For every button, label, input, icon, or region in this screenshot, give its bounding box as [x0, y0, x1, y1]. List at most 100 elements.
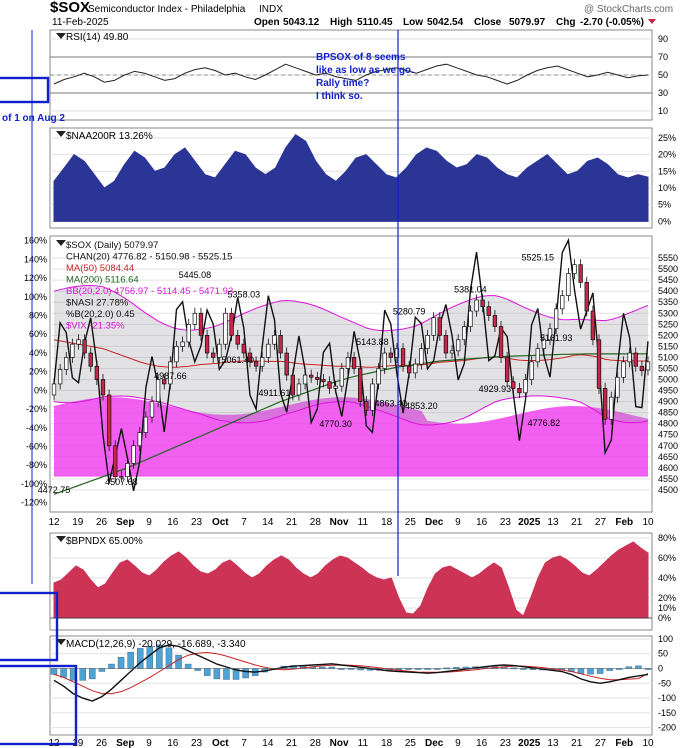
- macd-histogram-bar: [194, 668, 201, 671]
- candle-body: [566, 273, 571, 296]
- xaxis-price-label: 27: [595, 517, 607, 528]
- candle-body: [523, 379, 528, 394]
- candle-body: [382, 352, 387, 369]
- xaxis-bottom-label: 9: [455, 738, 461, 748]
- y-tick-label-rsi: 30: [658, 88, 668, 98]
- y-tick-label-bpndx: 40%: [658, 573, 676, 583]
- left-tick-label: 160%: [24, 236, 47, 246]
- candle-body: [131, 445, 136, 464]
- xaxis-bottom-label: 23: [191, 738, 203, 748]
- left-tick-label: -100%: [21, 479, 47, 489]
- macd-histogram-bar: [79, 668, 86, 681]
- left-tick-label: -80%: [26, 460, 47, 470]
- candle-body: [302, 374, 308, 385]
- macd-line: [53, 644, 649, 702]
- macd-histogram-bar: [60, 668, 67, 678]
- candle-body: [272, 335, 277, 345]
- xaxis-bottom-label: Feb: [615, 738, 633, 748]
- y-tick-label-price: 4600: [658, 463, 678, 473]
- bollinger-lower-line: [53, 395, 649, 426]
- candle-body: [327, 381, 332, 389]
- candle-body: [609, 396, 614, 420]
- candle-body: [578, 264, 583, 283]
- candle-body: [211, 352, 216, 358]
- xaxis-price-label: 23: [500, 517, 512, 528]
- y-tick-label-macd: 50: [658, 649, 668, 659]
- candle-body: [511, 381, 516, 389]
- y-tick-label-price: 5450: [658, 275, 678, 285]
- ma50-line: [53, 339, 649, 368]
- xaxis-bottom-label: 16: [476, 738, 488, 748]
- xaxis-price-label: 7: [241, 517, 247, 528]
- price-label: 4472.75: [38, 485, 71, 495]
- price-label: 5161.93: [540, 333, 573, 343]
- y-tick-label-price: 5250: [658, 319, 678, 329]
- macd-histogram-bar: [204, 668, 211, 676]
- left-tick-label: 20%: [29, 367, 47, 377]
- macd-histogram-bar: [108, 663, 115, 669]
- exchange-label: INDX: [259, 4, 283, 15]
- left-tick-label: 0%: [34, 385, 47, 395]
- xaxis-price-label: 9: [146, 517, 152, 528]
- y-tick-label-naa: 0%: [658, 216, 671, 226]
- candle-body: [168, 361, 173, 385]
- xaxis-bottom-label: 14: [262, 738, 274, 748]
- xaxis-price-label: 12: [48, 517, 60, 528]
- candle-body: [480, 299, 485, 308]
- candle-body: [449, 350, 455, 354]
- y-tick-label-naa: 25%: [658, 133, 676, 143]
- y-tick-label-bpndx: 60%: [658, 553, 676, 563]
- candle-body: [64, 357, 69, 370]
- close-label: Close: [474, 17, 502, 28]
- candle-body: [198, 312, 204, 336]
- candle-body: [76, 339, 81, 345]
- candle-body: [174, 346, 179, 363]
- candle-body: [235, 335, 240, 345]
- y-tick-label-price: 5150: [658, 341, 678, 351]
- close-value: 5079.97: [509, 17, 546, 28]
- xaxis-bottom-label: Nov: [330, 738, 349, 748]
- y-tick-label-bpndx: 80%: [658, 533, 676, 543]
- candle-body: [278, 335, 283, 354]
- xaxis-bottom-label: 13: [547, 738, 559, 748]
- candle-body: [443, 335, 449, 354]
- macd-histogram-bar: [127, 652, 134, 669]
- candle-body: [541, 339, 547, 349]
- candle-body: [602, 388, 608, 420]
- candle-body: [376, 368, 381, 385]
- y-tick-label-price: 5500: [658, 264, 678, 274]
- xaxis-price-label: 18: [381, 517, 393, 528]
- xaxis-bottom-label: Sep: [116, 738, 134, 748]
- y-tick-label-price: 5550: [658, 253, 678, 263]
- xaxis-bottom-label: 25: [405, 738, 417, 748]
- xaxis-bottom-label: 7: [241, 738, 247, 748]
- candle-body: [192, 312, 198, 325]
- y-tick-label-macd: 0: [658, 664, 663, 674]
- y-tick-label-price: 4550: [658, 474, 678, 484]
- y-tick-label-bpndx: 20%: [658, 593, 676, 603]
- candle-body: [284, 352, 289, 376]
- price-label: 4929.93: [479, 384, 512, 394]
- candle-body: [162, 379, 167, 385]
- candle-body: [57, 369, 63, 385]
- y-tick-label-price: 4700: [658, 441, 678, 451]
- macd-histogram-bar: [50, 668, 58, 675]
- candle-body: [119, 476, 124, 479]
- chg-value: -2.70 (-0.05%): [580, 17, 644, 28]
- candle-body: [370, 383, 375, 411]
- y-tick-label-price: 4950: [658, 386, 678, 396]
- candle-body: [547, 328, 553, 341]
- price-label: 4507.68: [105, 477, 138, 487]
- rsi-legend: RSI(14) 49.80: [66, 32, 129, 43]
- y-tick-label-price: 5050: [658, 363, 678, 373]
- xaxis-price-label: 14: [262, 517, 274, 528]
- xaxis-price-label: 28: [310, 517, 322, 528]
- candle-body: [296, 383, 302, 396]
- annotation-line-1: BPSOX of 8 seems: [316, 52, 406, 63]
- annotation-box-bpndx: [0, 591, 59, 662]
- candle-body: [290, 374, 295, 396]
- y-tick-label-macd: -50: [658, 678, 671, 688]
- candle-body: [315, 376, 320, 380]
- xaxis-bottom-label: Oct: [212, 738, 229, 748]
